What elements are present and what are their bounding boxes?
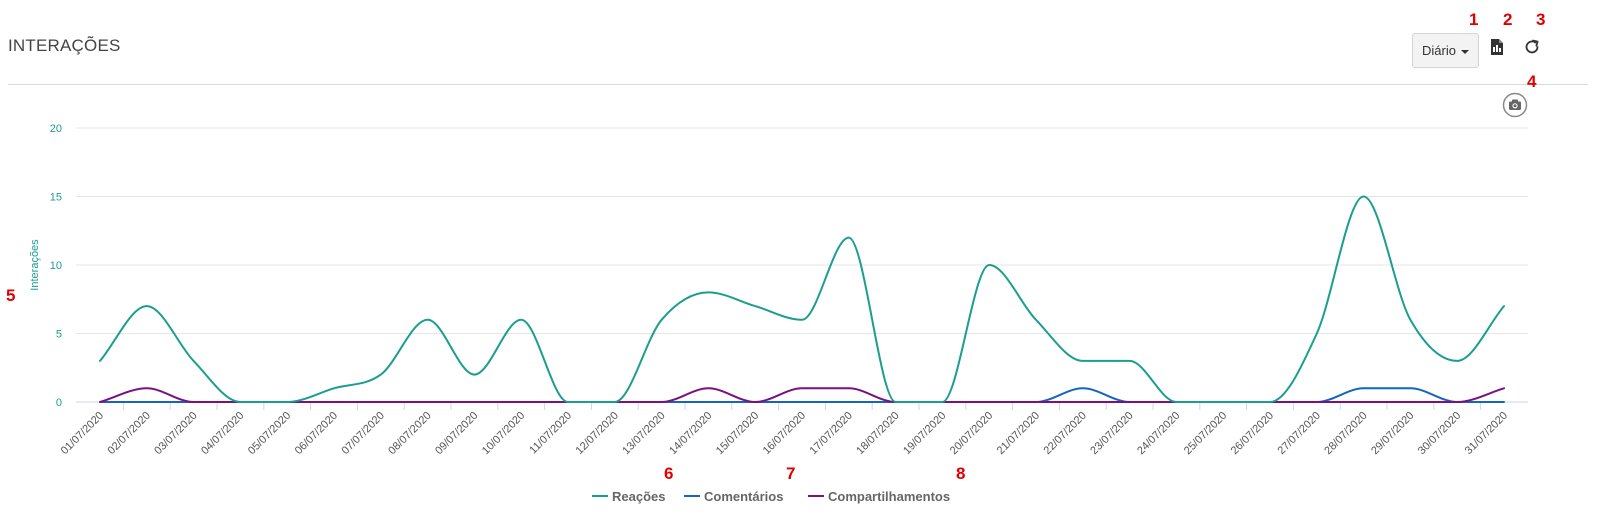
header-divider	[8, 84, 1588, 85]
x-tick-label: 17/07/2020	[808, 410, 855, 457]
x-tick-label: 18/07/2020	[854, 410, 901, 457]
annotation-marker-6: 6	[664, 464, 674, 483]
screenshot-button[interactable]	[1502, 92, 1528, 118]
y-tick-label: 10	[50, 260, 62, 272]
series-line-compartilhamentos[interactable]	[99, 387, 1505, 403]
annotation-marker-2: 2	[1503, 10, 1513, 29]
x-tick-label: 11/07/2020	[527, 410, 574, 457]
export-pdf-button[interactable]	[1486, 36, 1508, 58]
x-tick-label: 19/07/2020	[901, 410, 948, 457]
annotation-marker-5: 5	[6, 286, 16, 305]
x-tick-label: 28/07/2020	[1322, 410, 1369, 457]
annotation-marker-8: 8	[956, 464, 966, 483]
x-tick-label: 31/07/2020	[1463, 410, 1510, 457]
page-title: INTERAÇÕES	[8, 36, 121, 55]
camera-icon	[1502, 92, 1528, 118]
annotation-marker-7: 7	[786, 464, 796, 483]
legend-item-reacoes[interactable]: Reações	[592, 489, 665, 504]
x-tick-label: 27/07/2020	[1276, 410, 1323, 457]
x-tick-label: 20/07/2020	[948, 410, 995, 457]
x-tick-label: 02/07/2020	[106, 410, 153, 457]
x-tick-label: 21/07/2020	[995, 410, 1042, 457]
x-tick-label: 22/07/2020	[1042, 410, 1089, 457]
legend-label: Compartilhamentos	[828, 489, 950, 504]
legend-item-comentarios[interactable]: Comentários	[684, 489, 783, 504]
x-tick-label: 24/07/2020	[1135, 410, 1182, 457]
x-tick-label: 23/07/2020	[1088, 410, 1135, 457]
y-tick-label: 15	[50, 192, 62, 204]
chevron-down-icon	[1460, 49, 1469, 54]
x-tick-label: 16/07/2020	[761, 410, 808, 457]
x-tick-label: 26/07/2020	[1229, 410, 1276, 457]
x-tick-label: 08/07/2020	[386, 410, 433, 457]
legend-label: Comentários	[704, 489, 783, 504]
annotation-marker-4: 4	[1527, 72, 1537, 91]
x-tick-label: 13/07/2020	[620, 410, 667, 457]
refresh-icon	[1525, 39, 1539, 54]
series-line-reacoes[interactable]	[99, 195, 1505, 403]
x-tick-label: 05/07/2020	[246, 410, 293, 457]
series-line-comentarios[interactable]	[99, 387, 1505, 403]
period-dropdown-label: Diário	[1422, 43, 1456, 58]
y-tick-label: 0	[56, 397, 62, 409]
annotation-marker-3: 3	[1536, 10, 1546, 29]
refresh-button[interactable]	[1521, 36, 1543, 58]
x-tick-label: 14/07/2020	[667, 410, 714, 457]
x-tick-label: 25/07/2020	[1182, 410, 1229, 457]
x-tick-label: 04/07/2020	[199, 410, 246, 457]
x-tick-label: 12/07/2020	[574, 410, 621, 457]
x-tick-label: 06/07/2020	[293, 410, 340, 457]
pdf-icon	[1491, 39, 1503, 55]
x-tick-label: 29/07/2020	[1369, 410, 1416, 457]
x-tick-label: 15/07/2020	[714, 410, 761, 457]
x-tick-label: 01/07/2020	[59, 410, 106, 457]
x-tick-label: 30/07/2020	[1416, 410, 1463, 457]
x-tick-label: 03/07/2020	[152, 410, 199, 457]
y-tick-label: 5	[56, 329, 62, 341]
x-tick-label: 10/07/2020	[480, 410, 527, 457]
x-tick-label: 07/07/2020	[340, 410, 387, 457]
legend-item-compartilhamentos[interactable]: Compartilhamentos	[808, 489, 950, 504]
y-axis-title: Interações	[29, 239, 41, 291]
period-dropdown[interactable]: Diário	[1412, 33, 1479, 68]
y-tick-label: 20	[50, 123, 62, 135]
x-tick-label: 09/07/2020	[433, 410, 480, 457]
legend-label: Reações	[612, 489, 665, 504]
annotation-marker-1: 1	[1469, 10, 1479, 29]
